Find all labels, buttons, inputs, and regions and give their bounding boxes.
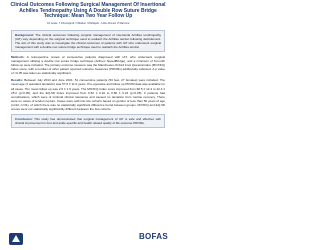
institution-logo: [9, 233, 23, 245]
poster-body: Background: The clinical outcomes follow…: [11, 30, 165, 131]
section-text: Between July 2013 and June 2021, 51 cons…: [11, 78, 165, 111]
section-heading: Methods:: [11, 55, 25, 60]
authors: OJ Lewis, T Khosrojerdi, N Mahon, M Elta…: [46, 22, 130, 25]
section: Conclusion: This study has demonstrated …: [11, 113, 165, 128]
section: Methods: A retrospective review of conse…: [11, 55, 165, 75]
section-text: This study has demonstrated that surgica…: [15, 116, 161, 125]
section-text: A retrospective review of consecutive pa…: [11, 55, 165, 76]
section-heading: Conclusion:: [15, 116, 33, 121]
section-text: The clinical outcomes following surgical…: [15, 33, 161, 50]
section: Background: The clinical outcomes follow…: [11, 30, 165, 53]
section-heading: Background:: [15, 33, 34, 37]
bofas-logo: BOFAS: [138, 232, 168, 241]
footer: BOFAS: [0, 229, 176, 250]
title: Clinical Outcomes Following Surgical Man…: [10, 2, 166, 20]
section-heading: Results:: [11, 78, 24, 83]
poster: Clinical Outcomes Following Surgical Man…: [0, 2, 176, 250]
section: Results: Between July 2013 and June 2021…: [11, 78, 165, 110]
